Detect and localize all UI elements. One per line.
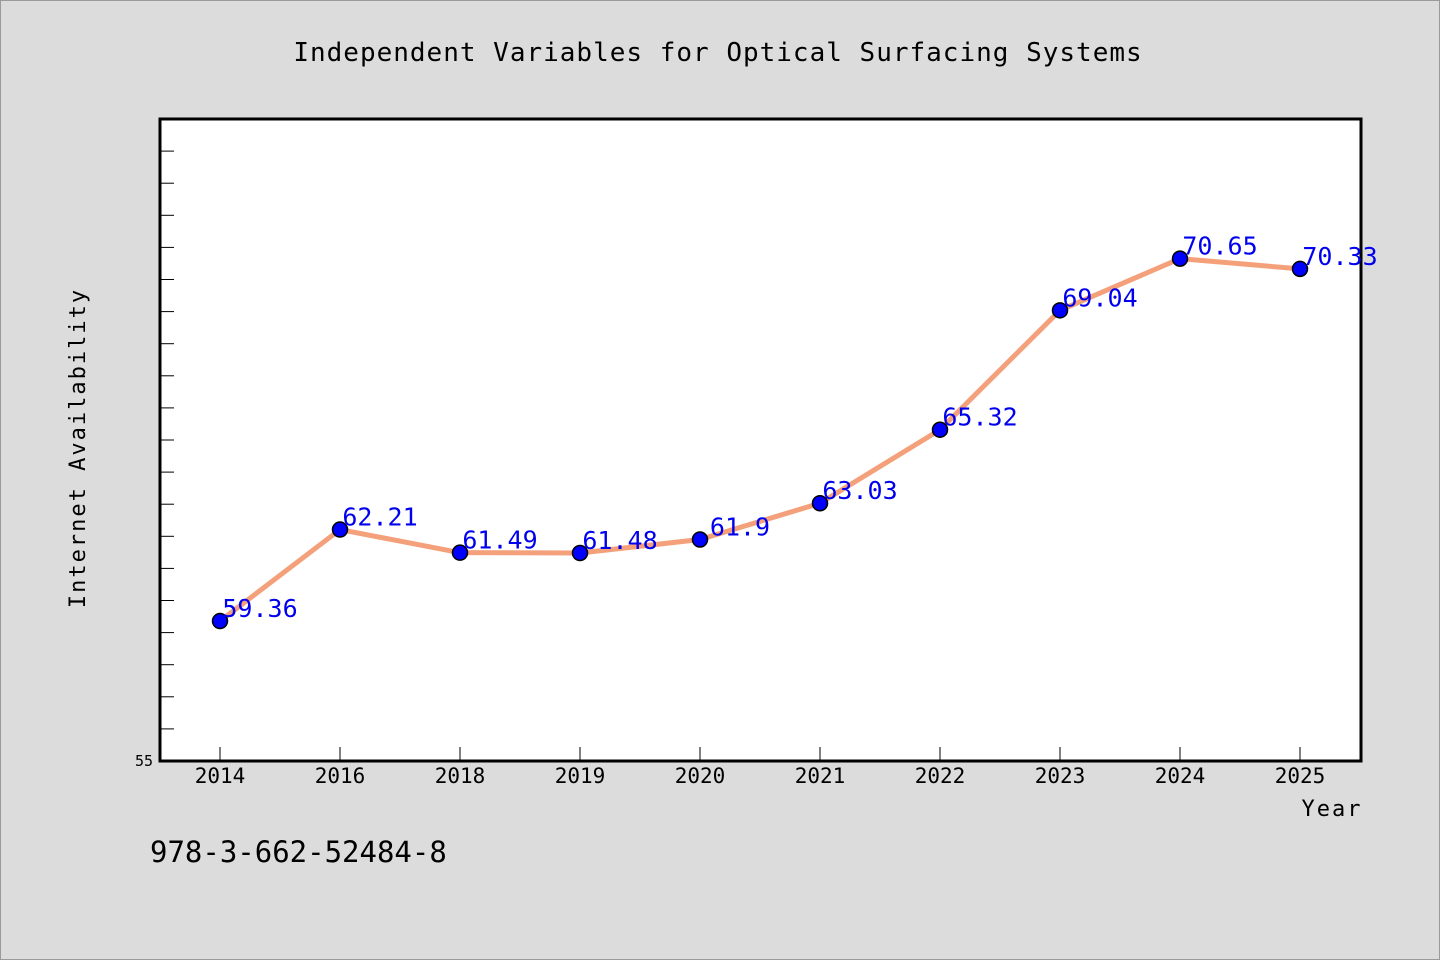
x-tick-label: 2025 [1275,764,1326,788]
plot-area [158,117,1363,763]
data-point-marker [931,421,949,438]
data-point-marker [811,494,829,512]
series-line [217,256,1303,624]
x-tick-label: 2023 [1035,764,1086,788]
data-value-label: 70.33 [1302,242,1377,271]
x-tick-label: 2016 [315,764,366,788]
y-axis: 55 [135,150,174,770]
x-tick-label: 2020 [675,764,726,788]
data-value-label: 61.49 [462,526,537,555]
x-tick-label: 2014 [195,764,246,788]
data-value-label: 63.03 [822,476,897,505]
y-tick-label: 55 [135,752,153,770]
data-value-label: 61.48 [582,526,657,555]
isbn-label: 978-3-662-52484-8 [150,835,447,869]
data-value-label: 69.04 [1062,283,1137,312]
x-tick-label: 2022 [915,764,966,788]
chart-title: Independent Variables for Optical Surfac… [293,38,1142,68]
data-point-marker [1291,260,1309,278]
data-value-label: 62.21 [342,503,417,532]
x-axis: 2014 2016 2018 2019 2020 2021 2022 2023 2024 2025 [195,747,1326,788]
y-axis-title: Internet Availability [66,288,91,608]
x-axis-title: Year [1302,797,1363,822]
data-point-marker [331,521,349,538]
data-point-marker [1051,302,1069,319]
data-point-marker [451,544,469,561]
x-tick-label: 2018 [435,764,486,788]
data-point-marker [211,612,229,630]
data-value-label: 70.65 [1182,232,1257,261]
x-tick-label: 2019 [555,764,606,788]
data-label-layer: 59.36 62.21 61.49 61.48 61.9 63.03 65.32 69.04 7… [222,232,1377,623]
data-value-label: 61.9 [710,513,770,542]
data-point-marker [1171,250,1189,267]
series-layer [211,250,1309,630]
data-value-label: 59.36 [222,594,297,623]
x-tick-label: 2021 [795,764,846,788]
x-tick-label: 2024 [1155,764,1206,788]
data-value-label: 65.32 [942,403,1017,432]
data-point-marker [571,544,589,562]
data-point-marker [691,531,709,548]
